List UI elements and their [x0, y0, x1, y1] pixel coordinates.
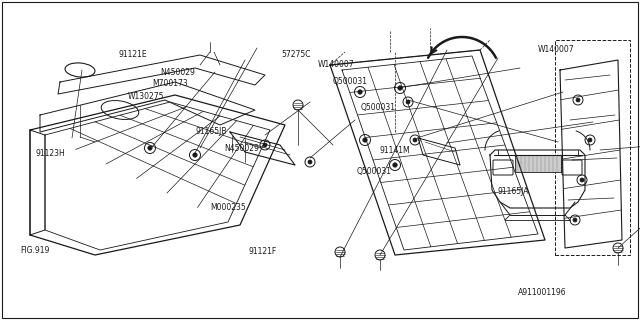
Text: A911001196: A911001196	[518, 288, 567, 297]
Text: M000235: M000235	[210, 204, 246, 212]
Circle shape	[193, 153, 197, 157]
Text: 91123H: 91123H	[35, 149, 65, 158]
Circle shape	[576, 98, 580, 102]
Circle shape	[573, 218, 577, 222]
Text: 91165JB: 91165JB	[195, 127, 227, 136]
Text: FIG.919: FIG.919	[20, 246, 50, 255]
Circle shape	[413, 138, 417, 142]
Circle shape	[406, 100, 410, 104]
Text: 91121F: 91121F	[248, 247, 276, 256]
Circle shape	[363, 138, 367, 142]
Bar	[555, 40, 630, 255]
Text: 91141M: 91141M	[380, 146, 410, 155]
Circle shape	[398, 86, 402, 90]
Text: W130275: W130275	[128, 92, 164, 100]
Circle shape	[393, 163, 397, 167]
Circle shape	[148, 146, 152, 150]
Text: 91165JA: 91165JA	[498, 188, 529, 196]
Text: Q500031: Q500031	[357, 167, 392, 176]
Text: Q500031: Q500031	[360, 103, 396, 112]
Text: N450029: N450029	[224, 144, 259, 153]
Text: 91121E: 91121E	[118, 50, 147, 59]
Circle shape	[263, 143, 267, 147]
Bar	[515, 155, 561, 172]
Text: Q500031: Q500031	[333, 77, 368, 86]
Circle shape	[580, 178, 584, 182]
Text: N450029: N450029	[160, 68, 195, 76]
Text: 57275C: 57275C	[282, 50, 311, 59]
Circle shape	[308, 160, 312, 164]
Circle shape	[588, 138, 592, 142]
Circle shape	[358, 90, 362, 94]
Text: W140007: W140007	[538, 45, 574, 54]
Text: M700173: M700173	[152, 79, 188, 88]
Text: W140007: W140007	[318, 60, 355, 68]
